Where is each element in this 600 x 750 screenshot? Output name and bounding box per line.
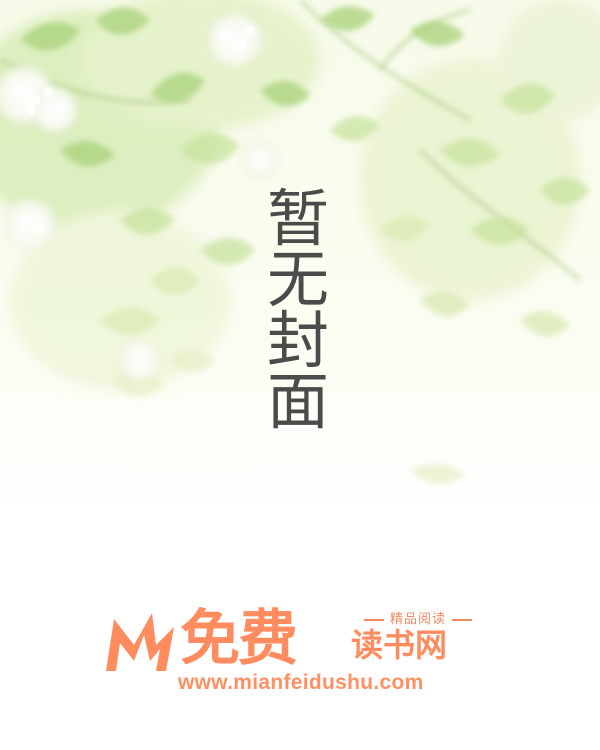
logo-brand-main: 免费 xyxy=(180,604,298,674)
title-char-2: 无 xyxy=(266,243,329,316)
logo-tagline: 精品阅读 xyxy=(353,608,483,627)
leaves-flowers-background xyxy=(0,0,600,484)
logo-url: www.mianfeidushu.com xyxy=(178,671,424,694)
logo-m-icon xyxy=(106,613,174,671)
site-logo: 免费 精品阅读 读书网 www.mianfeidushu.com xyxy=(100,604,500,705)
title-char-3: 封 xyxy=(266,304,329,377)
title-char-1: 暂 xyxy=(266,182,329,255)
placeholder-title: 暂 无 封 面 xyxy=(262,182,334,438)
title-char-4: 面 xyxy=(266,365,329,438)
logo-brand-sub: 读书网 xyxy=(351,626,448,664)
